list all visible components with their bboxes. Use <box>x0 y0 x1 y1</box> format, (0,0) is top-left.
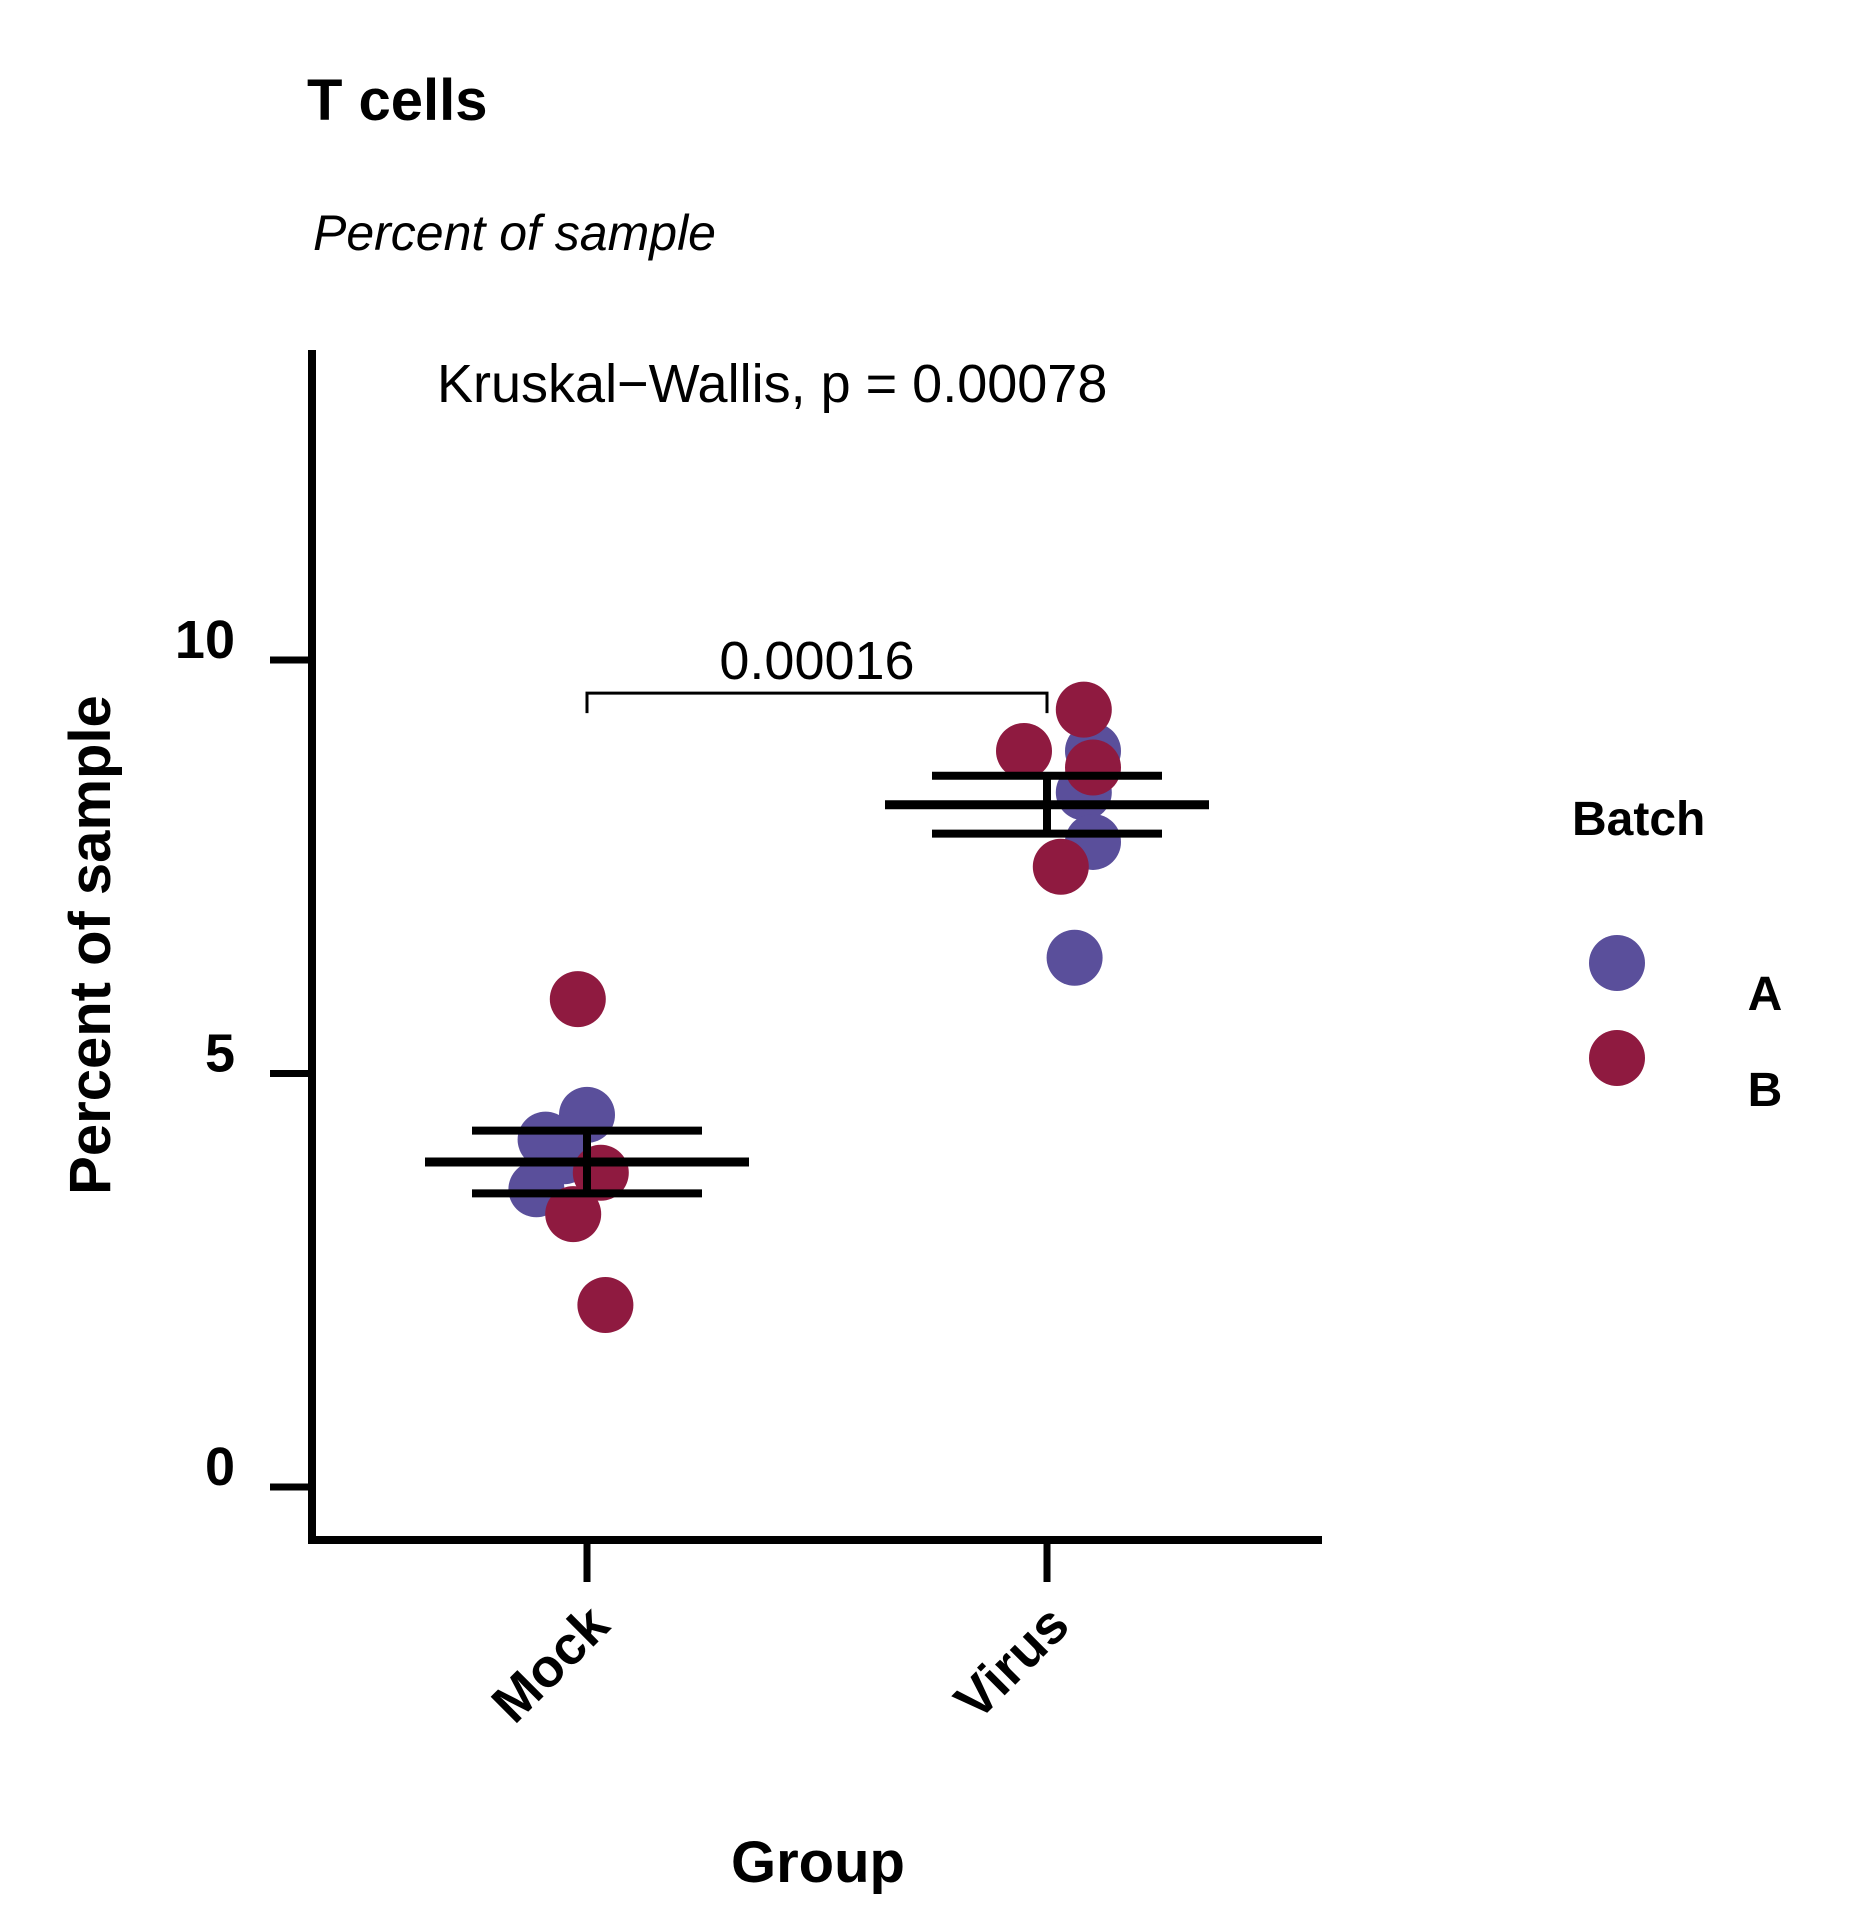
y-tick-label: 5 <box>205 1024 235 1084</box>
x-axis-ticks: Mock Virus <box>480 1540 1080 1734</box>
chart-title: T cells <box>307 68 488 133</box>
data-point-b <box>545 1186 602 1243</box>
data-point-b <box>577 1277 634 1334</box>
summary-bars <box>425 771 1209 1198</box>
chart-subtitle: Percent of sample <box>313 205 716 261</box>
y-axis-ticks: 0 5 10 <box>175 610 312 1497</box>
data-point-b <box>1065 739 1121 796</box>
data-point-b <box>1032 838 1089 895</box>
legend: Batch AB <box>1572 793 1782 1117</box>
legend-key-a <box>1589 935 1645 991</box>
y-tick-label: 10 <box>175 610 235 670</box>
bracket-line <box>585 691 1049 714</box>
plot-panel: 0 5 10 Mock Virus 0.00016 Kruskal−Wallis, p… <box>175 350 1322 1734</box>
legend-label-a: A <box>1748 968 1783 1021</box>
bracket-pvalue: 0.00016 <box>719 631 914 691</box>
legend-label-b: B <box>1748 1064 1783 1117</box>
data-point-b <box>996 722 1052 779</box>
x-tick-label: Virus <box>943 1594 1080 1731</box>
x-tick-label: Mock <box>480 1593 621 1734</box>
pairwise-bracket: 0.00016 <box>585 631 1049 714</box>
data-point-a <box>1046 929 1103 986</box>
legend-title: Batch <box>1572 793 1705 846</box>
legend-key-b <box>1589 1030 1645 1086</box>
y-axis-title: Percent of sample <box>58 695 123 1195</box>
kruskal-wallis-annotation: Kruskal−Wallis, p = 0.00078 <box>437 354 1107 414</box>
y-tick-label: 0 <box>205 1437 235 1497</box>
data-point-b <box>549 971 606 1028</box>
data-point-b <box>1055 681 1112 738</box>
legend-entries: AB <box>1589 935 1782 1117</box>
x-axis-title: Group <box>731 1830 905 1895</box>
